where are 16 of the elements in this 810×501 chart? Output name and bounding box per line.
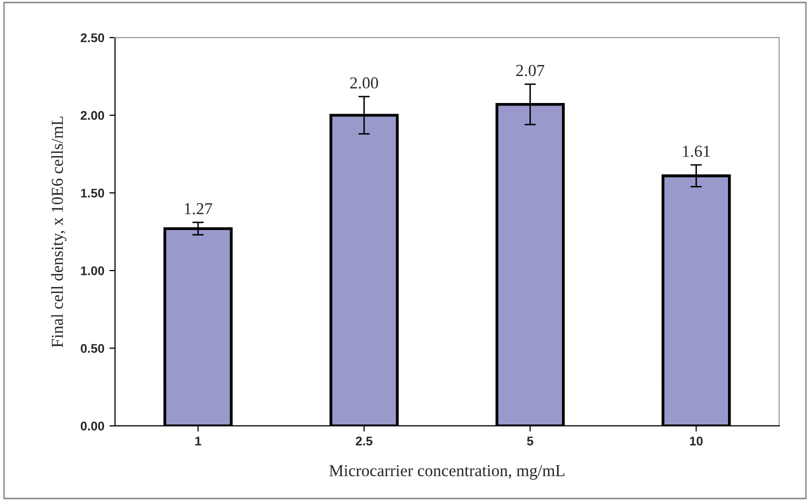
y-tick-label: 1.50: [81, 188, 104, 198]
data-label: 1.27: [184, 203, 212, 214]
x-tick-label: 1: [195, 436, 202, 446]
y-tick-label: 1.00: [81, 266, 104, 276]
x-tick-label: 2.5: [356, 436, 372, 446]
x-tick-label: 10: [690, 436, 703, 446]
y-axis-title: Final cell density, x 10E6 cells/mL: [51, 116, 66, 348]
data-label: 2.00: [350, 77, 378, 89]
y-tick-label: 2.50: [80, 33, 104, 42]
data-label: 1.61: [683, 146, 710, 157]
data-label: 2.07: [516, 64, 544, 76]
x-tick-label: 5: [527, 436, 534, 446]
y-tick-label: 0.50: [80, 344, 104, 353]
x-axis-title: Microcarrier concentration, mg/mL: [329, 465, 564, 480]
y-tick-label: 2.00: [80, 111, 104, 120]
y-tick-label: 0.00: [80, 422, 104, 430]
